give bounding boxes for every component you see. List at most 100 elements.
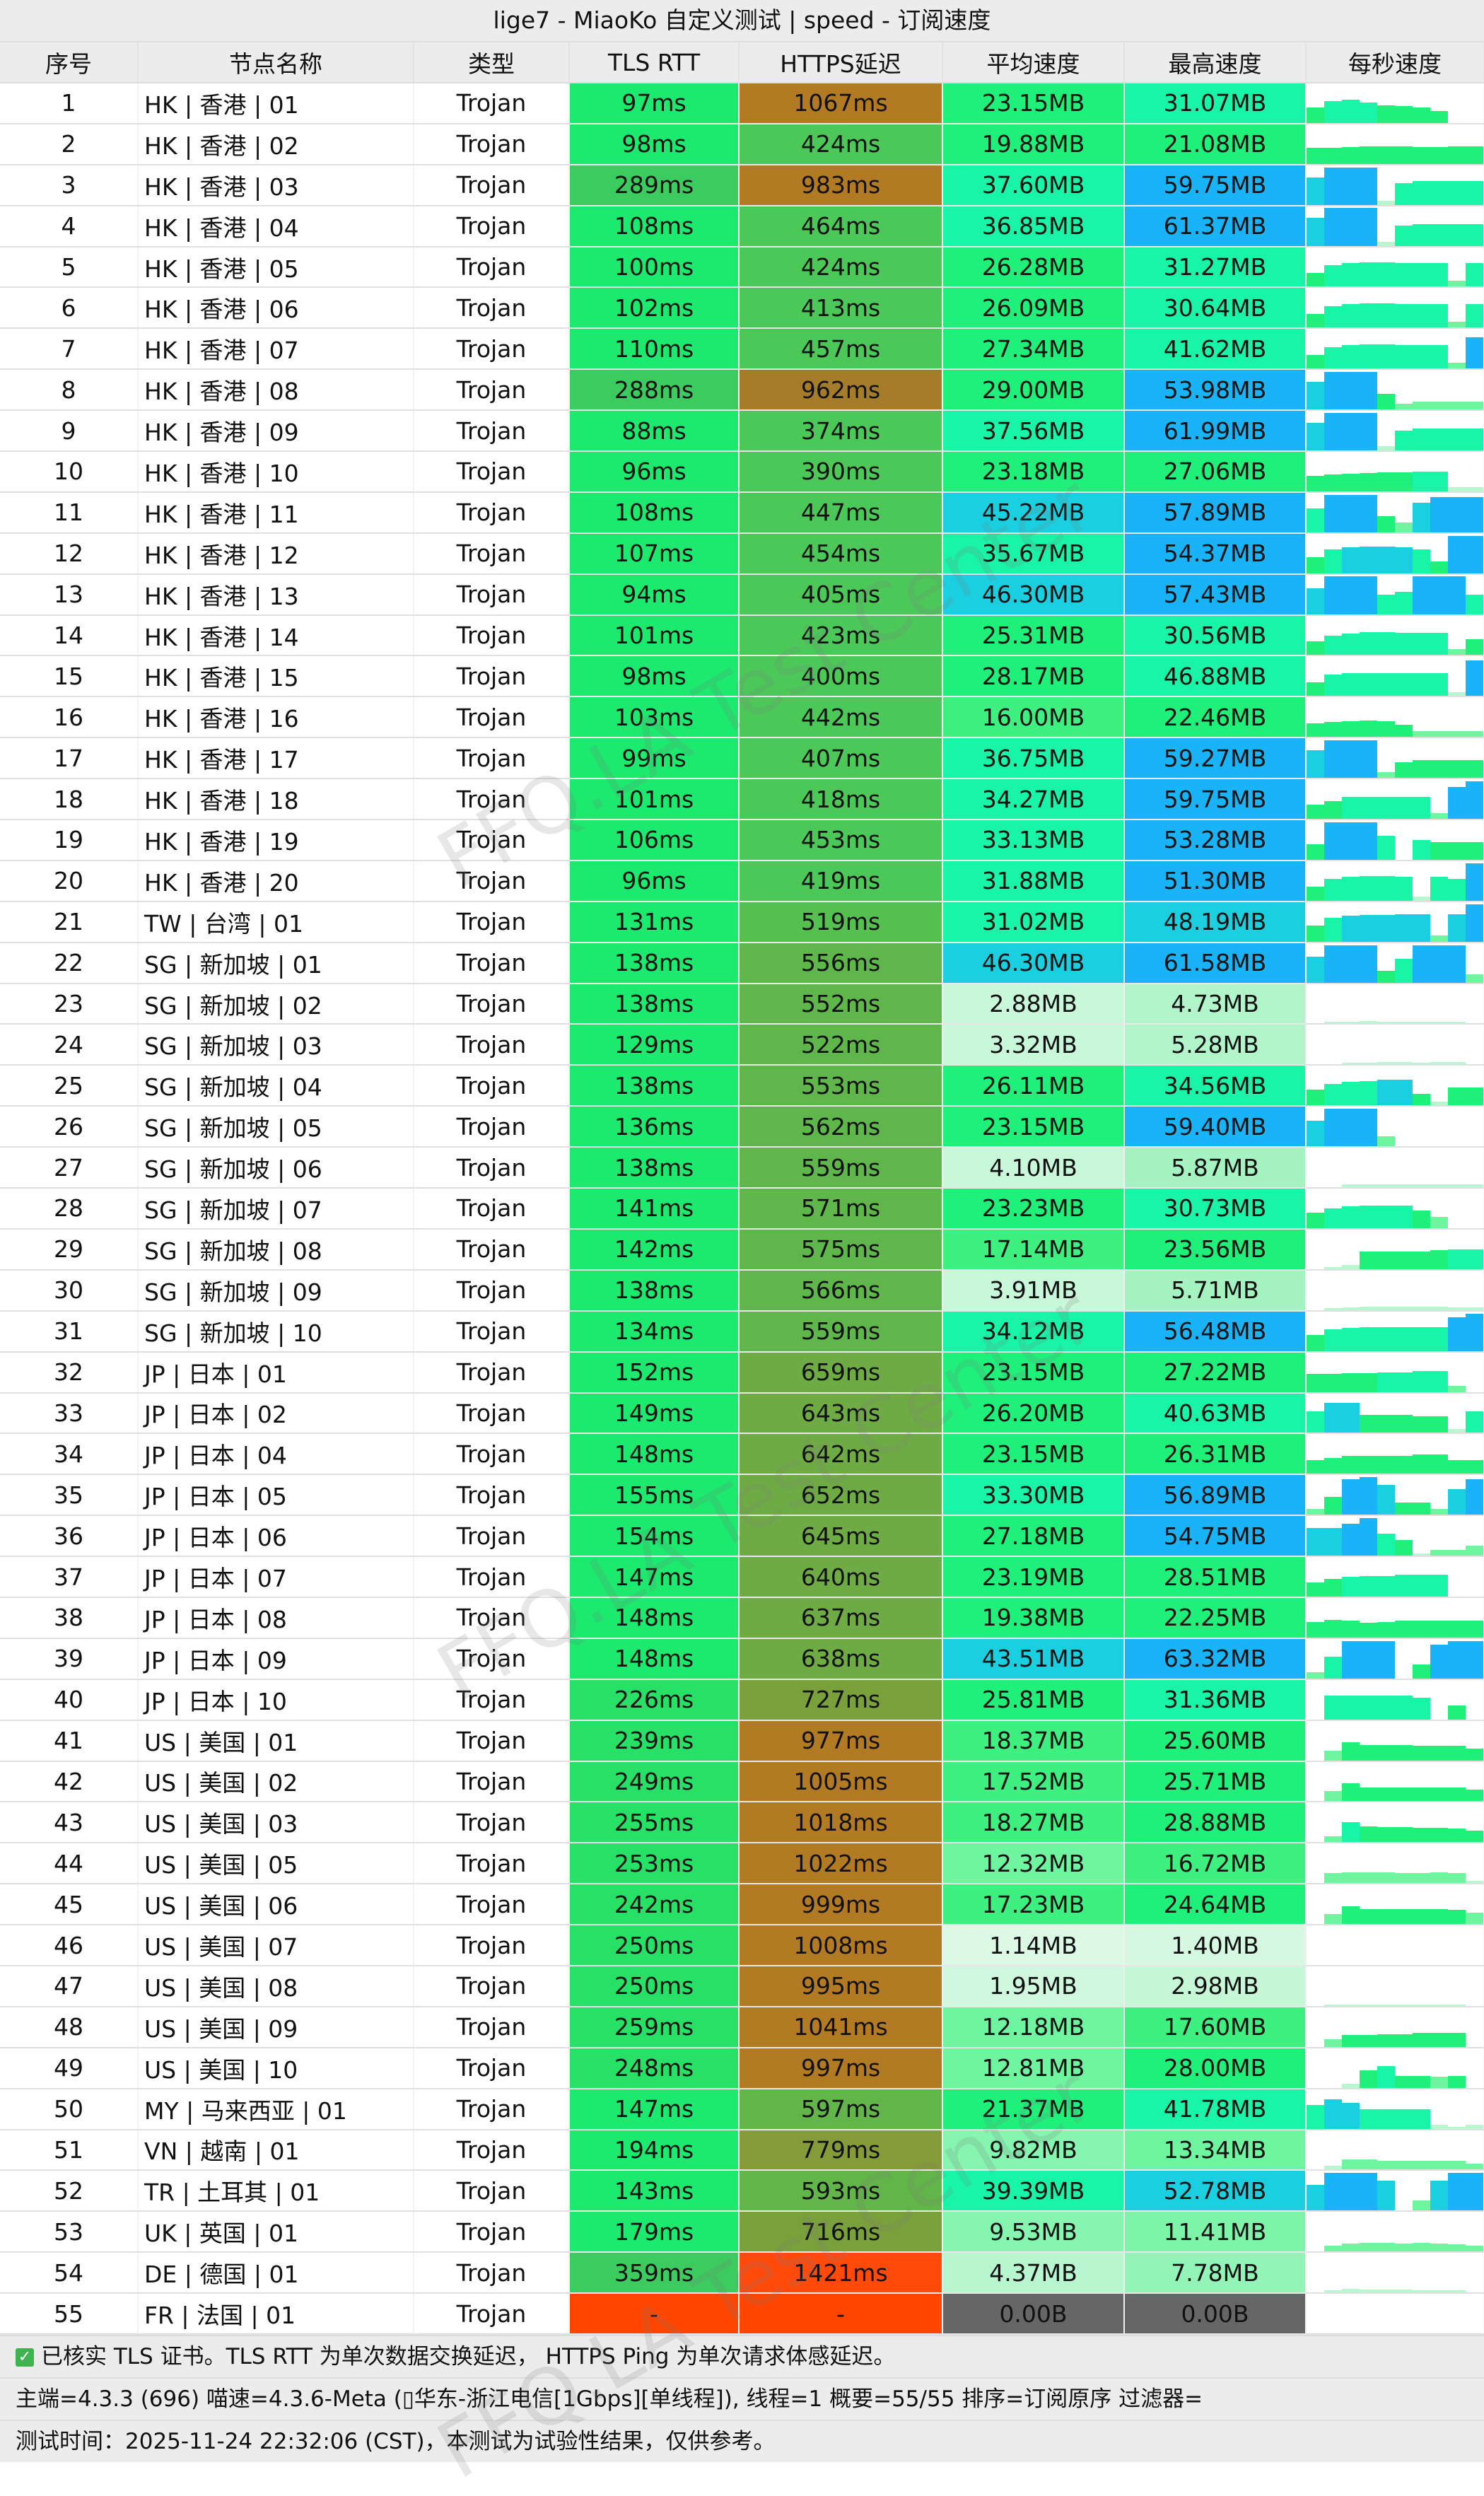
sparkline-bar (1448, 576, 1466, 614)
cell-node-name: SG | 新加坡 | 03 (138, 1024, 414, 1066)
per-second-speed-sparkline (1306, 451, 1484, 493)
cell-type: Trojan (414, 901, 570, 943)
sparkline-bar (1448, 2173, 1466, 2210)
cell-index: 23 (0, 983, 139, 1025)
cell-max-speed: 54.75MB (1124, 1515, 1307, 1558)
cell-https-latency: 727ms (739, 1679, 943, 1721)
sparkline-bar (1448, 281, 1466, 286)
cell-node-name: US | 美国 | 10 (138, 2047, 414, 2089)
sparkline-bar (1413, 672, 1430, 696)
sparkline-bar (1413, 2161, 1430, 2169)
sparkline-bar (1324, 412, 1342, 450)
sparkline-bar (1360, 1205, 1377, 1227)
cell-max-speed: 41.62MB (1124, 328, 1307, 371)
sparkline-bar (1377, 241, 1395, 245)
footer: ✓ 已核实 TLS 证书。TLS RTT 为单次数据交换延迟， HTTPS Pin… (0, 2334, 1484, 2462)
cell-node-name: HK | 香港 | 11 (138, 491, 414, 534)
sparkline-bar (1448, 496, 1466, 532)
cell-index: 20 (0, 860, 139, 902)
cell-https-latency: 552ms (739, 983, 943, 1025)
cell-max-speed: 63.32MB (1124, 1638, 1307, 1680)
cell-node-name: US | 美国 | 02 (138, 1761, 414, 1803)
cell-tls-rtt: 250ms (569, 1925, 740, 1966)
sparkline-bar (1413, 1416, 1430, 1433)
table-row: 27 SG | 新加坡 | 06 Trojan 138ms 559ms 4.10MB 5.8… (0, 1147, 1484, 1189)
cell-max-speed: 22.25MB (1124, 1597, 1307, 1639)
per-second-speed-sparkline (1306, 820, 1484, 861)
sparkline-bar (1342, 1621, 1360, 1637)
sparkline-bar (1430, 2033, 1448, 2046)
sparkline-bar (1430, 1101, 1448, 1105)
sparkline-bar (1395, 1575, 1413, 1596)
sparkline-bar (1448, 730, 1466, 737)
sparkline-bar (1395, 2109, 1413, 2128)
table-row: 12 HK | 香港 | 12 Trojan 107ms 454ms 35.67MB 54.… (0, 532, 1484, 575)
sparkline-bar (1360, 2289, 1377, 2292)
cell-index: 9 (0, 410, 139, 453)
sparkline-bar (1377, 672, 1395, 696)
sparkline-bar (1430, 1645, 1448, 1678)
sparkline-bar (1324, 1873, 1342, 1883)
sparkline-bar (1360, 146, 1377, 163)
cell-index: 46 (0, 1925, 139, 1966)
sparkline-bar (1466, 594, 1483, 614)
sparkline-bar (1413, 897, 1430, 900)
sparkline-bar (1430, 2161, 1448, 2169)
sparkline-bar (1466, 841, 1483, 859)
sparkline-bar (1413, 107, 1430, 122)
table-row: 7 HK | 香港 | 07 Trojan 110ms 457ms 27.34MB 41.6… (0, 328, 1484, 371)
cell-node-name: HK | 香港 | 04 (138, 205, 414, 247)
sparkline-bar (1360, 1872, 1377, 1883)
per-second-speed-sparkline (1306, 1269, 1484, 1312)
sparkline-bar (1466, 660, 1483, 696)
cell-avg-speed: 39.39MB (942, 2170, 1125, 2212)
sparkline-bar (1466, 146, 1483, 163)
table-row: 22 SG | 新加坡 | 01 Trojan 138ms 556ms 46.30MB 61… (0, 942, 1484, 984)
sparkline-bar (1466, 1459, 1483, 1474)
sparkline-bar (1360, 344, 1377, 368)
sparkline-bar (1413, 945, 1430, 982)
sparkline-bar (1448, 1307, 1466, 1310)
sparkline-bar (1395, 1184, 1413, 1187)
cell-index: 11 (0, 491, 139, 534)
cell-https-latency: 983ms (739, 164, 943, 206)
cell-tls-rtt: 255ms (569, 1802, 740, 1844)
cell-type: Trojan (414, 1351, 570, 1394)
cell-max-speed: 61.58MB (1124, 942, 1307, 984)
sparkline-bar (1448, 321, 1466, 327)
cell-node-name: JP | 日本 | 02 (138, 1392, 414, 1435)
sparkline-bar (1342, 721, 1360, 737)
sparkline-bar (1342, 303, 1360, 327)
cell-type: Trojan (414, 655, 570, 698)
sparkline-bar (1413, 2075, 1430, 2087)
sparkline-bar (1342, 1307, 1360, 1310)
sparkline-bar (1413, 1908, 1430, 1924)
cell-node-name: HK | 香港 | 09 (138, 410, 414, 453)
cell-https-latency: 519ms (739, 901, 943, 943)
cell-https-latency: 716ms (739, 2211, 943, 2253)
cell-max-speed: 59.75MB (1124, 778, 1307, 821)
sparkline-bar (1360, 1477, 1377, 1515)
sparkline-bar (1395, 547, 1413, 573)
sparkline-bar (1413, 147, 1430, 163)
sparkline-bar (1413, 2200, 1430, 2210)
sparkline-bar (1360, 494, 1377, 532)
sparkline-bar (1395, 431, 1413, 450)
cell-tls-rtt: 100ms (569, 246, 740, 288)
sparkline-bar (1342, 2244, 1360, 2251)
sparkline-bar (1395, 106, 1413, 122)
sparkline-bar (1307, 641, 1324, 655)
per-second-speed-sparkline (1306, 1228, 1484, 1271)
per-second-speed-sparkline (1306, 942, 1484, 984)
cell-max-speed: 48.19MB (1124, 901, 1307, 943)
cell-https-latency: 997ms (739, 2047, 943, 2089)
sparkline-bar (1360, 1826, 1377, 1842)
sparkline-bar (1307, 926, 1324, 941)
cell-max-speed: 27.22MB (1124, 1351, 1307, 1394)
sparkline-bar (1360, 632, 1377, 655)
cell-type: Trojan (414, 410, 570, 453)
cell-max-speed: 25.71MB (1124, 1761, 1307, 1803)
cell-type: Trojan (414, 737, 570, 780)
cell-type: Trojan (414, 328, 570, 371)
sparkline-bar (1342, 1906, 1360, 1924)
